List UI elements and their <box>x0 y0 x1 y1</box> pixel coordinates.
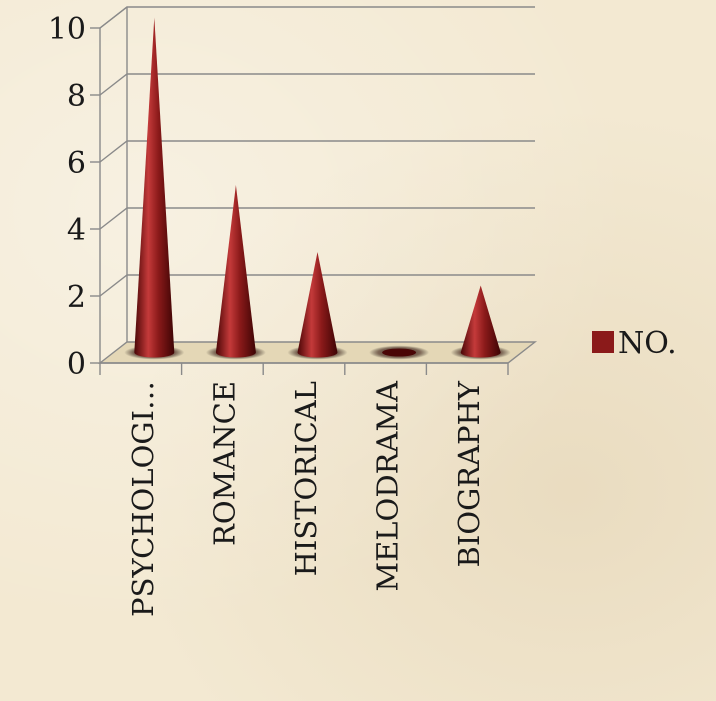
gridline <box>99 73 535 96</box>
x-axis-category-label: PSYCHOLOGI… <box>126 381 160 617</box>
legend-item: NO. <box>592 326 677 361</box>
y-axis-tick-label: 0 <box>67 347 86 382</box>
y-axis-tick-labels: 0 2 4 6 8 10 <box>48 12 86 382</box>
y-axis-tick-label: 8 <box>67 79 86 114</box>
y-axis-tick-label: 4 <box>67 213 86 248</box>
x-axis-category-label: HISTORICAL <box>289 381 323 576</box>
y-axis-tick-label: 6 <box>67 146 86 181</box>
y-axis-tick-label: 10 <box>48 12 86 47</box>
cone-bars <box>124 17 511 360</box>
legend: NO. <box>592 326 677 361</box>
x-axis-category-labels: PSYCHOLOGI… ROMANCE HISTORICAL MELODRAMA BIO… <box>126 380 486 617</box>
axes <box>90 6 509 375</box>
cone-bar <box>205 185 266 360</box>
y-axis-tick-label: 2 <box>67 280 86 315</box>
legend-label: NO. <box>618 326 677 361</box>
gridline <box>99 6 535 29</box>
gridline <box>99 140 535 163</box>
cone-bar-flat <box>382 348 417 357</box>
legend-swatch <box>592 331 614 353</box>
cone-bar <box>124 17 185 360</box>
cone-bar-body <box>460 285 501 358</box>
cone-bar <box>450 285 511 360</box>
x-axis-category-label: BIOGRAPHY <box>452 380 486 567</box>
x-axis-category-label: MELODRAMA <box>371 380 405 592</box>
x-axis-category-label: ROMANCE <box>207 381 241 546</box>
cone-bar-body <box>215 185 256 358</box>
cone-bar-body <box>297 252 338 358</box>
cone-bar <box>287 252 348 360</box>
top-depth-edge <box>99 6 128 29</box>
cone-bar <box>369 345 430 360</box>
cone-bar-body <box>134 17 175 358</box>
